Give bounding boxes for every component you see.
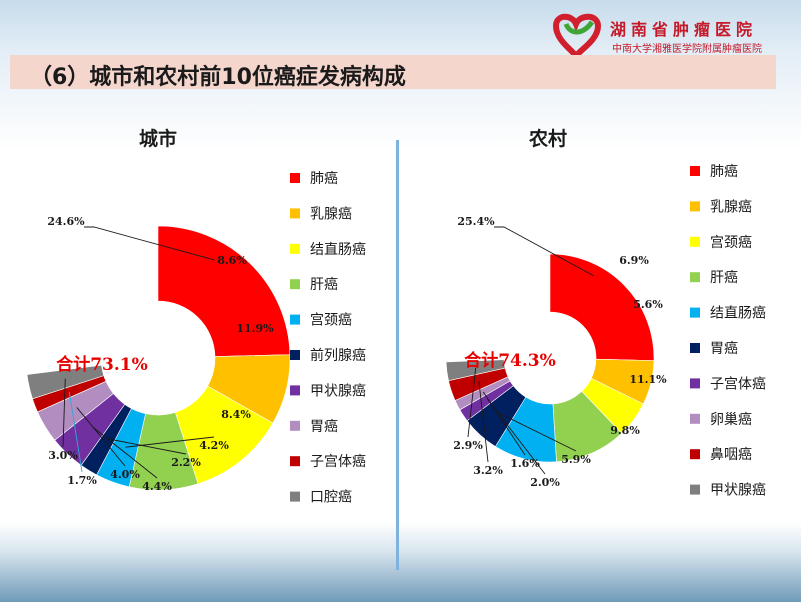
data-label: 5.9% <box>561 453 591 466</box>
leader-line <box>499 412 577 452</box>
legend-label: 宫颈癌 <box>710 235 752 251</box>
data-label: 1.6% <box>510 457 540 470</box>
data-label: 3.2% <box>473 464 503 477</box>
data-label: 2.2% <box>171 456 201 469</box>
legend-swatch <box>690 413 700 424</box>
legend-swatch <box>690 166 700 176</box>
data-label: 11.9% <box>236 322 274 335</box>
legend-label: 肺癌 <box>310 171 338 187</box>
donut-slice <box>157 225 291 357</box>
legend-swatch <box>690 201 700 212</box>
chart-title: 农村 <box>528 127 567 150</box>
legend-label: 宫颈癌 <box>310 313 352 329</box>
legend-label: 卵巢癌 <box>710 412 752 428</box>
leader-line <box>494 226 594 277</box>
leader-line <box>76 407 126 467</box>
city-donut-chart: 城市 24.6% 8.6% 11.9% 8.4% 4.2% 2.2% 4.4%4.0% 1.7%… <box>26 127 366 506</box>
legend-swatch <box>690 343 700 353</box>
leader-line <box>478 381 489 463</box>
legend-swatch <box>290 314 300 325</box>
slide-title-bar <box>10 55 776 89</box>
data-label: 2.9% <box>453 439 483 452</box>
legend-swatch <box>290 420 300 431</box>
data-label: 4.0% <box>110 468 140 481</box>
data-label: 4.4% <box>142 480 172 493</box>
legend-swatch <box>290 491 300 502</box>
data-label: 2.0% <box>530 476 560 489</box>
data-label: 24.6% <box>47 215 85 228</box>
legend-label: 胃癌 <box>310 419 338 435</box>
leader-line <box>62 378 66 448</box>
legend-label: 肺癌 <box>710 164 738 180</box>
legend-label: 乳腺癌 <box>710 199 752 215</box>
legend-label: 胃癌 <box>710 341 738 357</box>
hospital-logo: 湖南省肿瘤医院 中南大学湘雅医学院附属肿瘤医院 <box>548 10 798 60</box>
logo-name: 湖南省肿瘤医院 <box>610 20 758 39</box>
legend-swatch <box>690 236 700 247</box>
legend-swatch <box>690 272 700 283</box>
legend-label: 结直肠癌 <box>710 305 766 322</box>
leader-line <box>84 226 215 261</box>
legend-swatch <box>690 378 700 389</box>
slide-background-bottom <box>0 522 801 602</box>
legend-swatch <box>690 484 700 495</box>
legend-label: 肝癌 <box>310 277 338 293</box>
legend-swatch <box>290 279 300 290</box>
chart-title: 城市 <box>139 127 177 150</box>
heart-ribbon-logo-icon <box>552 13 602 60</box>
data-label: 5.6% <box>633 298 663 311</box>
legend-swatch <box>290 456 300 467</box>
legend-label: 乳腺癌 <box>310 206 352 222</box>
data-label: 6.9% <box>619 254 649 267</box>
legend-label: 甲状腺癌 <box>310 383 366 399</box>
total-label: 合计73.1% <box>56 354 148 375</box>
legend-label: 子宫体癌 <box>310 454 366 470</box>
legend-swatch <box>690 307 700 318</box>
legend-swatch <box>290 350 300 360</box>
leader-line <box>482 391 526 456</box>
data-label: 9.8% <box>610 424 640 437</box>
data-label: 8.6% <box>217 254 247 267</box>
legend-label: 前列腺癌 <box>310 347 366 364</box>
legend-label: 鼻咽癌 <box>710 446 752 463</box>
legend-label: 肝癌 <box>710 270 738 286</box>
slide-title: （6）城市和农村前10位癌症发病构成 <box>30 65 406 90</box>
legend-label: 结直肠癌 <box>310 241 366 258</box>
legend-swatch <box>290 173 300 183</box>
legend-swatch <box>290 385 300 396</box>
panel-divider <box>396 140 399 570</box>
legend-label: 子宫体癌 <box>710 376 766 392</box>
data-label: 11.1% <box>629 373 667 386</box>
total-label: 合计74.3% <box>464 350 556 371</box>
leader-line <box>68 392 83 473</box>
legend-label: 口腔癌 <box>310 490 352 506</box>
leader-line <box>487 399 546 475</box>
legend-swatch <box>290 243 300 254</box>
leader-line <box>467 367 477 438</box>
data-label: 25.4% <box>457 215 495 228</box>
legend-swatch <box>290 208 300 219</box>
legend-swatch <box>690 449 700 460</box>
data-label: 3.0% <box>48 449 78 462</box>
leader-line <box>92 426 158 479</box>
logo-subtitle: 中南大学湘雅医学院附属肿瘤医院 <box>612 44 762 55</box>
data-label: 4.2% <box>199 439 229 452</box>
donut-slice <box>549 253 655 361</box>
data-label: 8.4% <box>221 408 251 421</box>
leader-line <box>108 438 187 455</box>
data-label: 1.7% <box>67 474 97 487</box>
legend-label: 甲状腺癌 <box>710 483 766 499</box>
rural-donut-chart: 农村 25.4% 6.9% 5.6% 11.1% 9.8% 5.9%2.0% 1.6% 3.2%… <box>445 127 766 499</box>
